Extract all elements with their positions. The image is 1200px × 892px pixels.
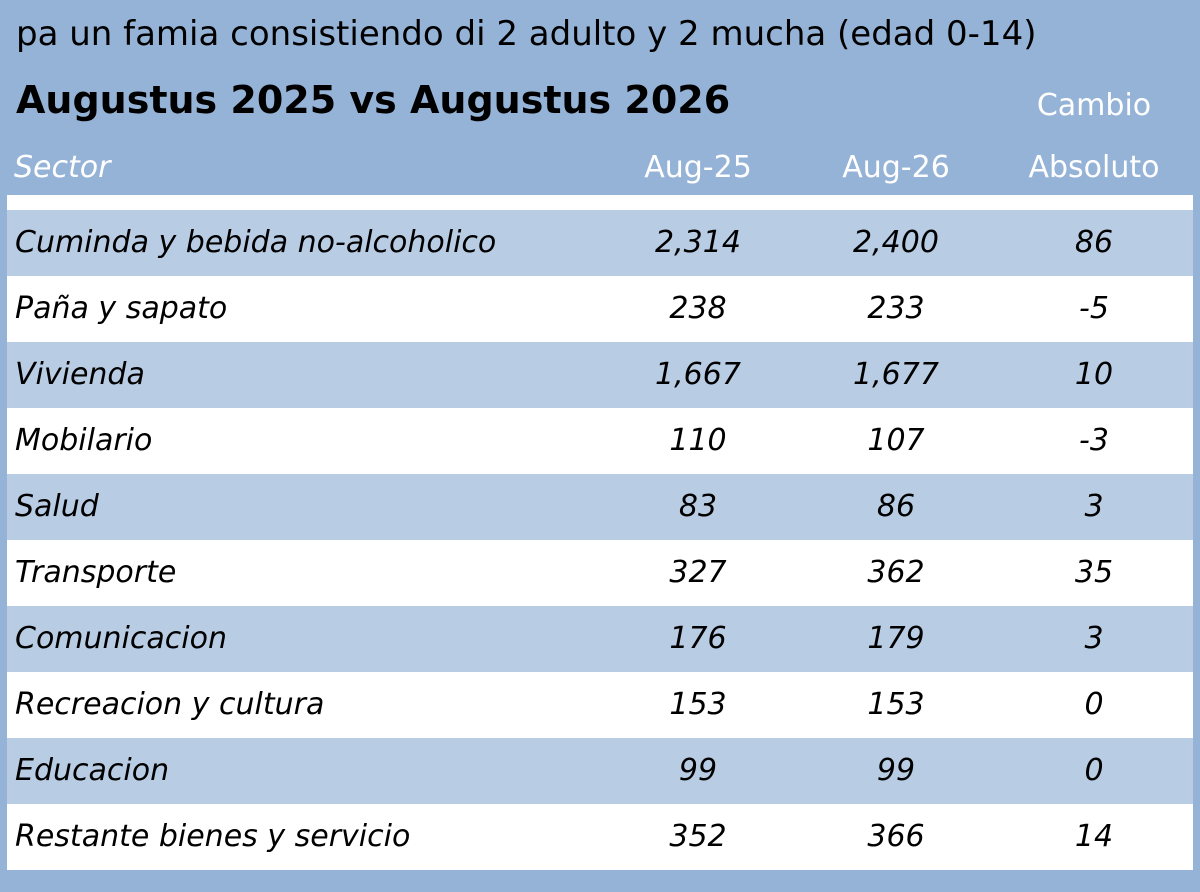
value-aug-26: 153 [867, 687, 925, 722]
sector-label: Educacion [15, 753, 170, 788]
sector-label: Mobilario [15, 423, 153, 458]
sector-label: Recreacion y cultura [15, 687, 325, 722]
value-cambio-absoluto: 35 [1074, 555, 1114, 590]
value-cambio-absoluto: 3 [1084, 489, 1104, 524]
value-cambio-absoluto: 0 [1084, 687, 1104, 722]
table-top-spacer [7, 195, 1193, 210]
header-sector: Sector [14, 150, 111, 185]
table-row: Comunicacion 176 179 3 [7, 606, 1193, 672]
table-row: Mobilario 110 107 -3 [7, 408, 1193, 474]
value-aug-26: 233 [867, 291, 925, 326]
value-aug-25: 176 [669, 621, 727, 656]
value-cambio-absoluto: 86 [1074, 225, 1114, 260]
value-aug-25: 2,314 [655, 225, 741, 260]
value-aug-26: 99 [876, 753, 916, 788]
table-title: Augustus 2025 vs Augustus 2026 [16, 78, 731, 122]
header-cambio: Cambio [1036, 88, 1152, 123]
value-aug-26: 1,677 [853, 357, 939, 392]
sector-label: Paña y sapato [15, 291, 228, 326]
sector-label: Salud [15, 489, 99, 524]
value-cambio-absoluto: -3 [1079, 423, 1109, 458]
sector-label: Restante bienes y servicio [15, 819, 411, 854]
table-row: Recreacion y cultura 153 153 0 [7, 672, 1193, 738]
value-cambio-absoluto: -5 [1079, 291, 1109, 326]
value-cambio-absoluto: 14 [1074, 819, 1114, 854]
value-aug-25: 110 [669, 423, 727, 458]
sector-label: Comunicacion [15, 621, 227, 656]
table-subtitle: pa un famia consistiendo di 2 adulto y 2… [16, 14, 1037, 54]
table-row: Educacion 99 99 0 [7, 738, 1193, 804]
value-aug-25: 83 [678, 489, 718, 524]
value-aug-25: 238 [669, 291, 727, 326]
table-row: Restante bienes y servicio 352 366 14 [7, 804, 1193, 870]
value-aug-26: 362 [867, 555, 925, 590]
value-cambio-absoluto: 0 [1084, 753, 1104, 788]
value-aug-26: 366 [867, 819, 925, 854]
table-row: Salud 83 86 3 [7, 474, 1193, 540]
value-aug-26: 107 [867, 423, 925, 458]
header-absoluto: Absoluto [1028, 150, 1160, 185]
sector-label: Transporte [15, 555, 177, 590]
value-aug-25: 352 [669, 819, 727, 854]
table-row: Paña y sapato 238 233 -5 [7, 276, 1193, 342]
header-aug-25: Aug-25 [644, 150, 752, 185]
value-cambio-absoluto: 3 [1084, 621, 1104, 656]
sector-label: Cuminda y bebida no-alcoholico [15, 225, 497, 260]
value-aug-26: 179 [867, 621, 925, 656]
value-aug-25: 327 [669, 555, 727, 590]
value-aug-26: 86 [876, 489, 916, 524]
table-row: Vivienda 1,667 1,677 10 [7, 342, 1193, 408]
value-aug-26: 2,400 [853, 225, 939, 260]
value-aug-25: 1,667 [655, 357, 741, 392]
table-row: Transporte 327 362 35 [7, 540, 1193, 606]
sector-label: Vivienda [15, 357, 145, 392]
data-table: Cuminda y bebida no-alcoholico 2,314 2,400… [7, 195, 1193, 870]
value-aug-25: 153 [669, 687, 727, 722]
table-row: Cuminda y bebida no-alcoholico 2,314 2,400… [7, 210, 1193, 276]
header-aug-26: Aug-26 [842, 150, 950, 185]
value-cambio-absoluto: 10 [1074, 357, 1114, 392]
value-aug-25: 99 [678, 753, 718, 788]
